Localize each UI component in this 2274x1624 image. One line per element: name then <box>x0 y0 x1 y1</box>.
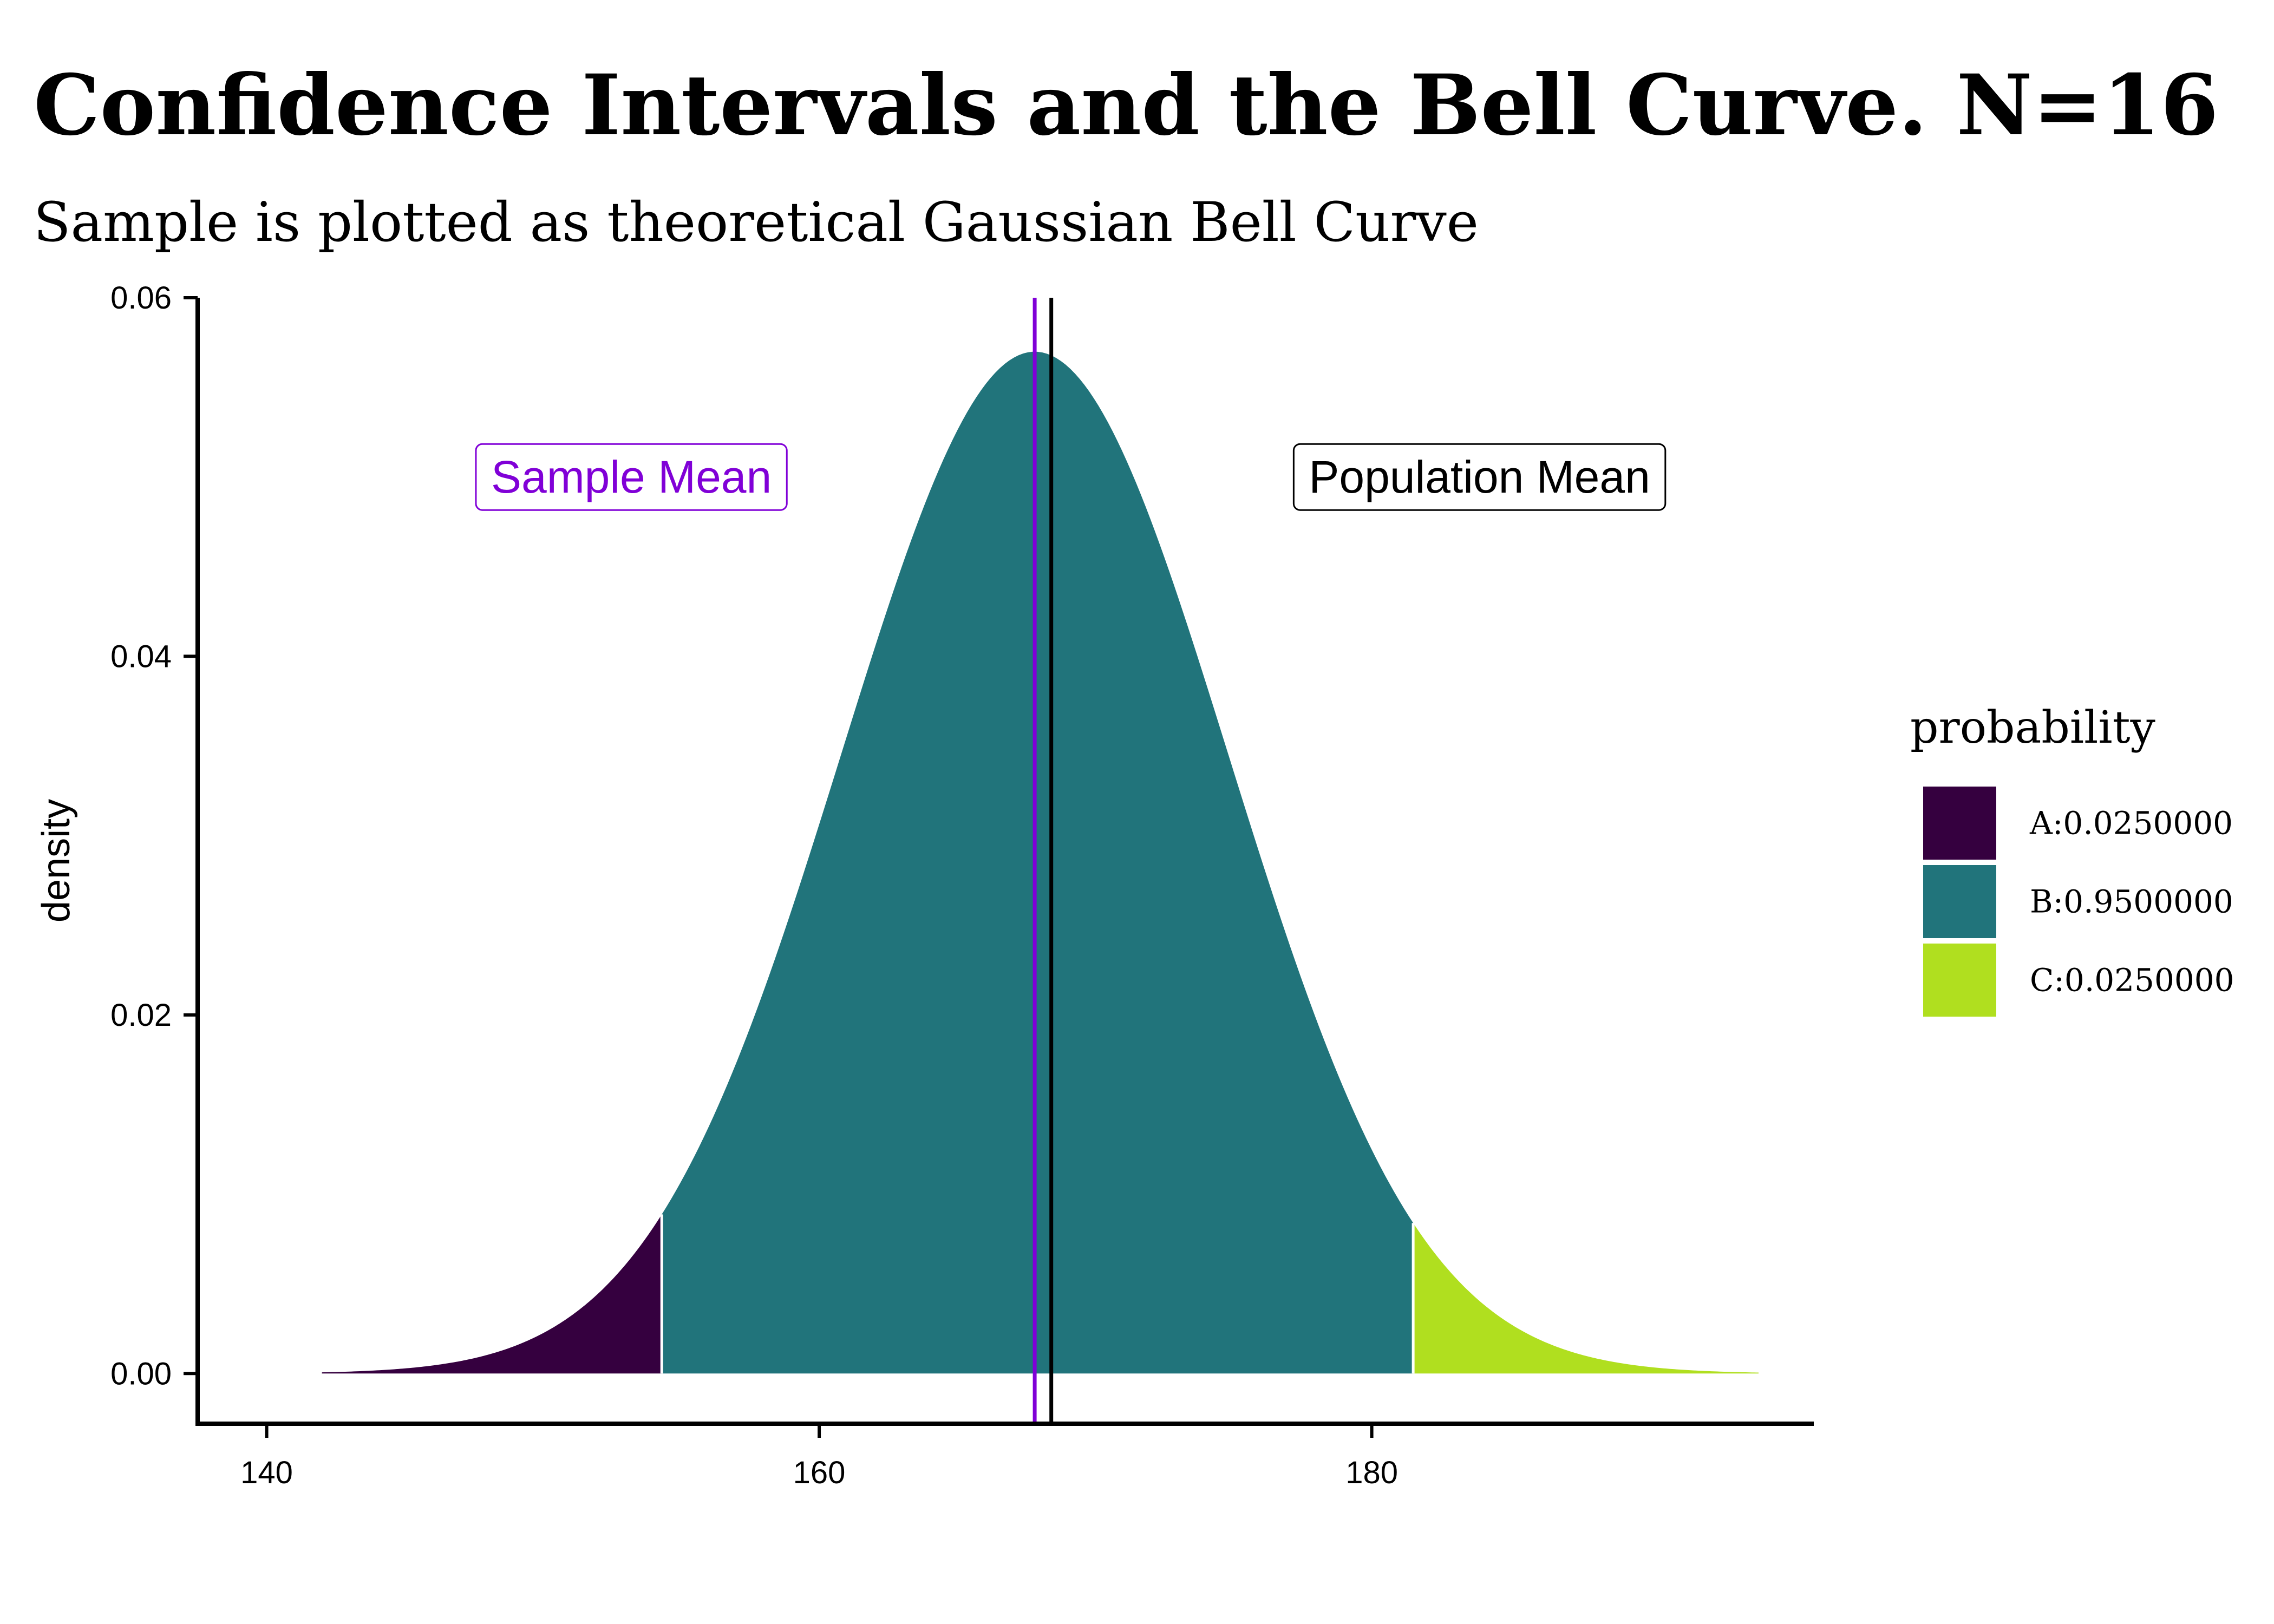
legend-label-a: A:0.0250000 <box>2029 805 2233 842</box>
y-axis-title: density <box>35 799 78 922</box>
legend-key-c <box>1923 944 1996 1017</box>
chart-title: Confidence Intervals and the Bell Curve.… <box>34 56 2219 154</box>
chart-subtitle: Sample is plotted as theoretical Gaussia… <box>34 191 1479 254</box>
legend-key-a <box>1923 787 1996 860</box>
y-tick-label: 0.06 <box>110 280 172 316</box>
x-tick-label: 160 <box>793 1455 846 1490</box>
annotations: Sample Mean Population Mean <box>475 443 1667 511</box>
population-mean-label-box <box>1292 443 1667 511</box>
region-a <box>322 1214 662 1374</box>
region-c <box>1413 1223 1759 1374</box>
legend-key-b <box>1923 865 1996 938</box>
y-tick-label: 0.02 <box>110 998 172 1033</box>
mean-lines <box>1033 298 1054 1424</box>
distribution-regions <box>322 351 1759 1374</box>
y-tick-label: 0.00 <box>110 1356 172 1391</box>
y-axis-ticks: 0.00 0.02 0.04 0.06 <box>110 280 198 1391</box>
sample-mean-label-box <box>475 443 788 511</box>
legend-label-b: B:0.9500000 <box>2030 883 2233 920</box>
legend: probability A:0.0250000 B:0.9500000 C:0.02… <box>1910 702 2234 1017</box>
y-tick-label: 0.04 <box>110 639 172 674</box>
legend-title: probability <box>1910 702 2156 754</box>
sample-mean-label-text: Sample Mean <box>491 451 772 502</box>
x-tick-label: 140 <box>240 1455 293 1490</box>
axes <box>195 298 1814 1426</box>
population-mean-label: Population Mean <box>1292 443 1667 511</box>
sample-mean-label: Sample Mean <box>475 443 788 511</box>
legend-label-c: C:0.0250000 <box>2030 962 2234 999</box>
x-tick-label: 180 <box>1345 1455 1398 1490</box>
x-axis-ticks: 140 160 180 <box>240 1424 1398 1490</box>
population-mean-label-text: Population Mean <box>1309 451 1650 502</box>
region-b <box>662 351 1414 1374</box>
